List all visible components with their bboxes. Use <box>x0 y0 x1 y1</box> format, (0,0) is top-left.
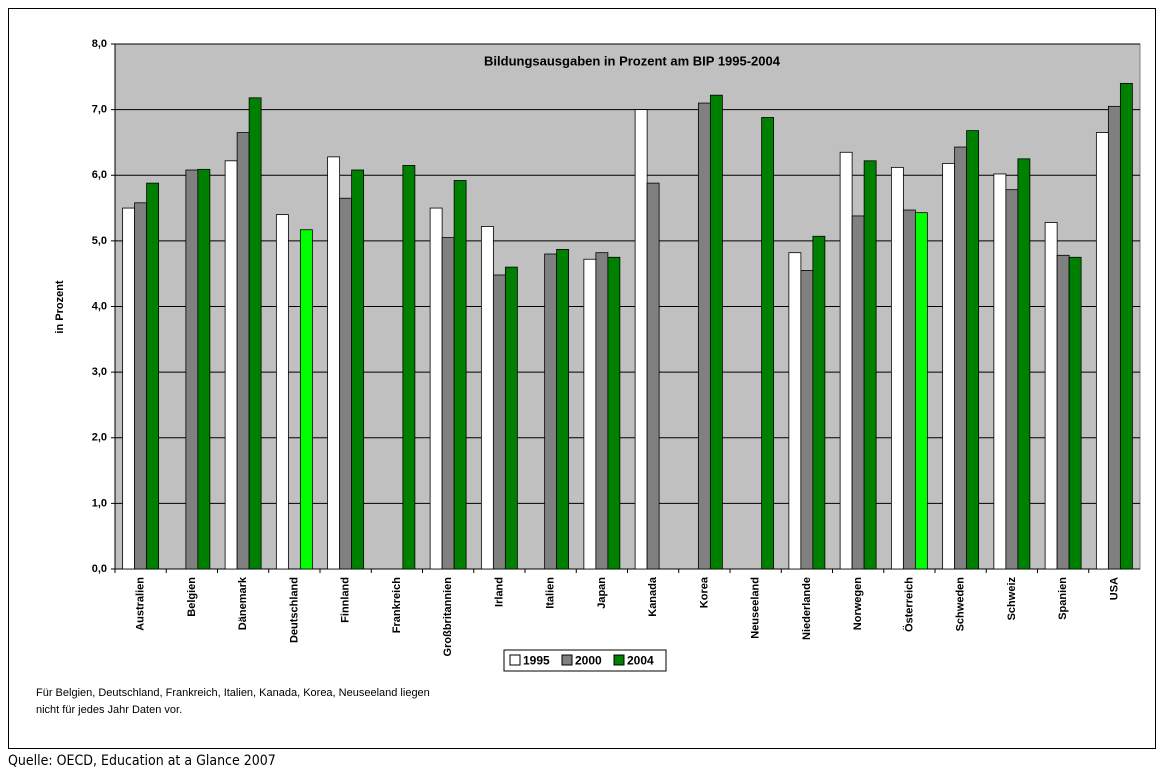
x-tick-label: Norwegen <box>852 577 864 630</box>
x-tick-label: Schweden <box>955 577 967 632</box>
frame <box>8 8 1156 749</box>
bar <box>942 163 956 570</box>
bar <box>441 237 455 570</box>
bar <box>1056 254 1070 570</box>
bar <box>788 252 802 570</box>
bar <box>453 180 467 570</box>
bar <box>839 151 853 570</box>
bar <box>197 168 211 570</box>
bar <box>402 165 416 570</box>
bar <box>902 209 916 570</box>
y-tick-label: 6,0 <box>92 169 107 181</box>
bar <box>351 169 365 570</box>
bar <box>146 182 160 570</box>
x-tick-label: Neuseeland <box>750 577 762 639</box>
note: nicht für jedes Jahr Daten vor. <box>36 704 182 716</box>
bar <box>697 102 711 570</box>
legend-swatch <box>561 654 573 666</box>
bar <box>993 173 1007 570</box>
legend-label: 2004 <box>627 654 654 668</box>
bar <box>1068 256 1082 570</box>
bar <box>583 258 597 570</box>
bar <box>236 132 250 570</box>
bar <box>1107 105 1121 570</box>
legend-label: 2000 <box>575 654 602 668</box>
y-tick-label: 0,0 <box>92 563 107 575</box>
bar <box>504 266 518 570</box>
y-tick-label: 2,0 <box>92 432 107 444</box>
x-tick-label: Japan <box>596 577 608 609</box>
legend-swatch <box>509 654 521 666</box>
bar <box>800 270 814 570</box>
bar <box>851 215 865 570</box>
bar <box>544 253 558 570</box>
x-tick-label: Kanada <box>647 576 659 617</box>
y-tick-label: 5,0 <box>92 235 107 247</box>
bar <box>122 207 136 570</box>
bar <box>1017 158 1031 570</box>
bar <box>709 94 723 570</box>
y-tick-label: 7,0 <box>92 104 107 116</box>
bar <box>914 212 928 570</box>
x-tick-label: Finnland <box>340 577 352 623</box>
bar <box>607 256 621 570</box>
bar <box>429 207 443 570</box>
bar <box>1119 82 1133 570</box>
legend <box>503 649 667 672</box>
bar <box>556 249 570 570</box>
bar <box>634 109 648 570</box>
y-tick-label: 8,0 <box>92 38 107 50</box>
bar <box>954 146 968 570</box>
bar <box>595 252 609 570</box>
x-tick-label: Schweiz <box>1006 577 1018 621</box>
bar <box>480 226 494 570</box>
bar <box>761 117 775 570</box>
bar <box>224 160 238 570</box>
note: Für Belgien, Deutschland, Frankreich, It… <box>36 687 430 699</box>
y-axis-label: in Prozent <box>54 280 66 334</box>
x-tick-label: Irland <box>493 577 505 607</box>
bar <box>248 97 262 570</box>
bar <box>492 274 506 570</box>
bar <box>339 197 353 570</box>
bar <box>646 182 660 570</box>
source: Quelle: OECD, Education at a Glance 2007 <box>8 753 276 769</box>
x-tick-label: Dänemark <box>237 576 249 630</box>
bar <box>812 235 826 570</box>
bar <box>185 169 199 570</box>
x-tick-label: Deutschland <box>288 577 300 643</box>
bar <box>327 156 341 570</box>
y-tick-label: 4,0 <box>92 300 107 312</box>
bar <box>1044 222 1058 570</box>
x-tick-label: Großbritannien <box>442 577 454 657</box>
x-tick-label: Italien <box>545 577 557 609</box>
bar <box>1095 132 1109 570</box>
bar <box>890 166 904 570</box>
x-tick-label: Frankreich <box>391 577 403 634</box>
bar <box>134 202 148 570</box>
x-tick-label: Spanien <box>1057 577 1069 620</box>
bar <box>275 214 289 570</box>
bar <box>299 229 313 570</box>
x-tick-label: USA <box>1108 577 1120 600</box>
chart-title: Bildungsausgaben in Prozent am BIP 1995-… <box>484 53 781 68</box>
bar <box>1005 189 1019 570</box>
x-tick-label: Australien <box>135 577 147 631</box>
bar <box>966 130 980 570</box>
legend-label: 1995 <box>523 654 550 668</box>
x-tick-label: Belgien <box>186 577 198 617</box>
y-tick-label: 3,0 <box>92 366 107 378</box>
x-tick-label: Niederlande <box>801 577 813 640</box>
legend-swatch <box>613 654 625 666</box>
x-tick-label: Österreich <box>902 577 915 632</box>
y-tick-label: 1,0 <box>92 497 107 509</box>
bar <box>863 160 877 570</box>
x-tick-label: Korea <box>698 576 710 608</box>
